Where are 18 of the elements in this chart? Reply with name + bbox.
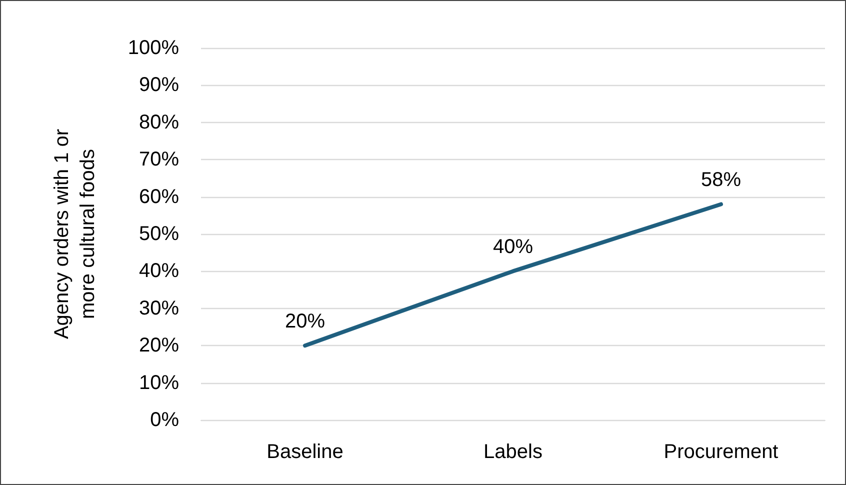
data-label: 40% (492, 236, 534, 258)
y-tick-label: 10% (138, 372, 180, 394)
y-tick-label: 90% (138, 74, 180, 96)
y-tick-label: 50% (138, 223, 180, 245)
x-tick-label: Labels (484, 441, 542, 463)
x-tick-label: Procurement (664, 441, 779, 463)
y-tick-label: 40% (138, 260, 180, 282)
y-tick-label: 100% (128, 37, 180, 59)
y-tick-label: 30% (138, 297, 180, 320)
y-tick-label: 80% (138, 111, 180, 134)
data-label: 20% (284, 310, 326, 333)
x-tick-label: Baseline (266, 441, 344, 463)
y-tick-label: 20% (138, 334, 180, 357)
y-tick-label: 60% (138, 186, 180, 208)
y-tick-label: 0% (150, 409, 180, 431)
y-axis-title: Agency orders with 1 or more cultural foods (51, 128, 99, 340)
y-tick-label: 70% (138, 148, 180, 171)
data-label: 58% (700, 169, 742, 192)
